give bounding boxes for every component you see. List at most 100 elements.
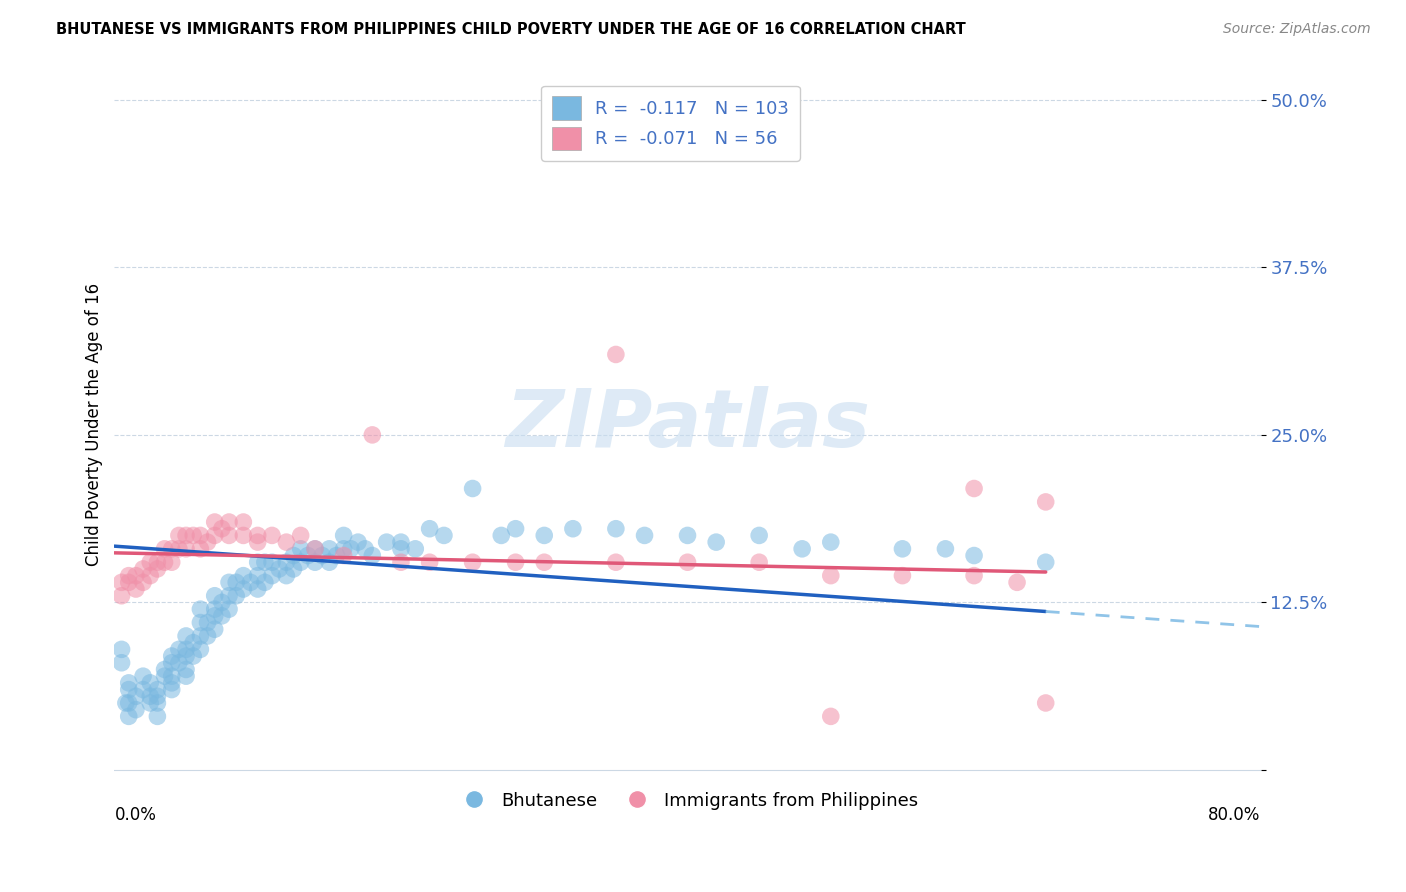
Point: [332, 549, 354, 563]
Point: [174, 669, 197, 683]
Point: [297, 549, 319, 563]
Point: [139, 676, 162, 690]
Point: [167, 656, 190, 670]
Point: [748, 528, 770, 542]
Point: [125, 582, 148, 596]
Point: [533, 528, 555, 542]
Point: [389, 535, 412, 549]
Point: [232, 515, 254, 529]
Point: [491, 528, 513, 542]
Point: [118, 682, 141, 697]
Point: [260, 555, 283, 569]
Point: [160, 555, 183, 569]
Point: [963, 482, 986, 496]
Point: [125, 568, 148, 582]
Text: BHUTANESE VS IMMIGRANTS FROM PHILIPPINES CHILD POVERTY UNDER THE AGE OF 16 CORRE: BHUTANESE VS IMMIGRANTS FROM PHILIPPINES…: [56, 22, 966, 37]
Point: [361, 549, 384, 563]
Point: [190, 602, 212, 616]
Point: [347, 535, 370, 549]
Text: ZIPatlas: ZIPatlas: [505, 386, 870, 464]
Point: [110, 656, 132, 670]
Point: [160, 541, 183, 556]
Point: [218, 575, 240, 590]
Point: [419, 522, 441, 536]
Point: [153, 541, 176, 556]
Point: [318, 555, 340, 569]
Point: [260, 528, 283, 542]
Point: [146, 682, 169, 697]
Point: [325, 549, 347, 563]
Point: [160, 669, 183, 683]
Point: [160, 648, 183, 663]
Point: [276, 555, 298, 569]
Point: [318, 541, 340, 556]
Point: [132, 682, 155, 697]
Point: [118, 568, 141, 582]
Point: [389, 555, 412, 569]
Point: [304, 555, 326, 569]
Point: [174, 541, 197, 556]
Point: [197, 535, 219, 549]
Point: [110, 642, 132, 657]
Point: [190, 629, 212, 643]
Point: [211, 522, 233, 536]
Point: [204, 608, 226, 623]
Point: [1005, 575, 1028, 590]
Point: [934, 541, 956, 556]
Point: [260, 568, 283, 582]
Point: [160, 656, 183, 670]
Point: [139, 568, 162, 582]
Point: [204, 589, 226, 603]
Point: [118, 575, 141, 590]
Point: [118, 676, 141, 690]
Point: [633, 528, 655, 542]
Point: [232, 582, 254, 596]
Text: 80.0%: 80.0%: [1208, 806, 1261, 824]
Point: [404, 541, 426, 556]
Point: [132, 562, 155, 576]
Point: [125, 690, 148, 704]
Point: [276, 568, 298, 582]
Point: [153, 669, 176, 683]
Legend: Bhutanese, Immigrants from Philippines: Bhutanese, Immigrants from Philippines: [449, 784, 925, 817]
Point: [276, 535, 298, 549]
Point: [1035, 696, 1057, 710]
Point: [218, 589, 240, 603]
Point: [174, 629, 197, 643]
Point: [167, 642, 190, 657]
Point: [269, 562, 291, 576]
Point: [246, 528, 269, 542]
Point: [1035, 555, 1057, 569]
Point: [160, 682, 183, 697]
Point: [125, 703, 148, 717]
Point: [211, 595, 233, 609]
Point: [605, 347, 627, 361]
Point: [153, 555, 176, 569]
Point: [167, 528, 190, 542]
Point: [963, 549, 986, 563]
Point: [246, 568, 269, 582]
Point: [225, 589, 247, 603]
Point: [190, 615, 212, 630]
Point: [132, 575, 155, 590]
Point: [461, 555, 484, 569]
Point: [204, 602, 226, 616]
Point: [204, 622, 226, 636]
Point: [419, 555, 441, 569]
Point: [204, 515, 226, 529]
Point: [132, 669, 155, 683]
Point: [505, 555, 527, 569]
Point: [218, 515, 240, 529]
Point: [283, 562, 305, 576]
Point: [174, 528, 197, 542]
Point: [361, 428, 384, 442]
Point: [246, 582, 269, 596]
Point: [963, 568, 986, 582]
Point: [167, 541, 190, 556]
Text: Source: ZipAtlas.com: Source: ZipAtlas.com: [1223, 22, 1371, 37]
Point: [211, 608, 233, 623]
Point: [225, 575, 247, 590]
Point: [110, 575, 132, 590]
Point: [239, 575, 262, 590]
Point: [232, 568, 254, 582]
